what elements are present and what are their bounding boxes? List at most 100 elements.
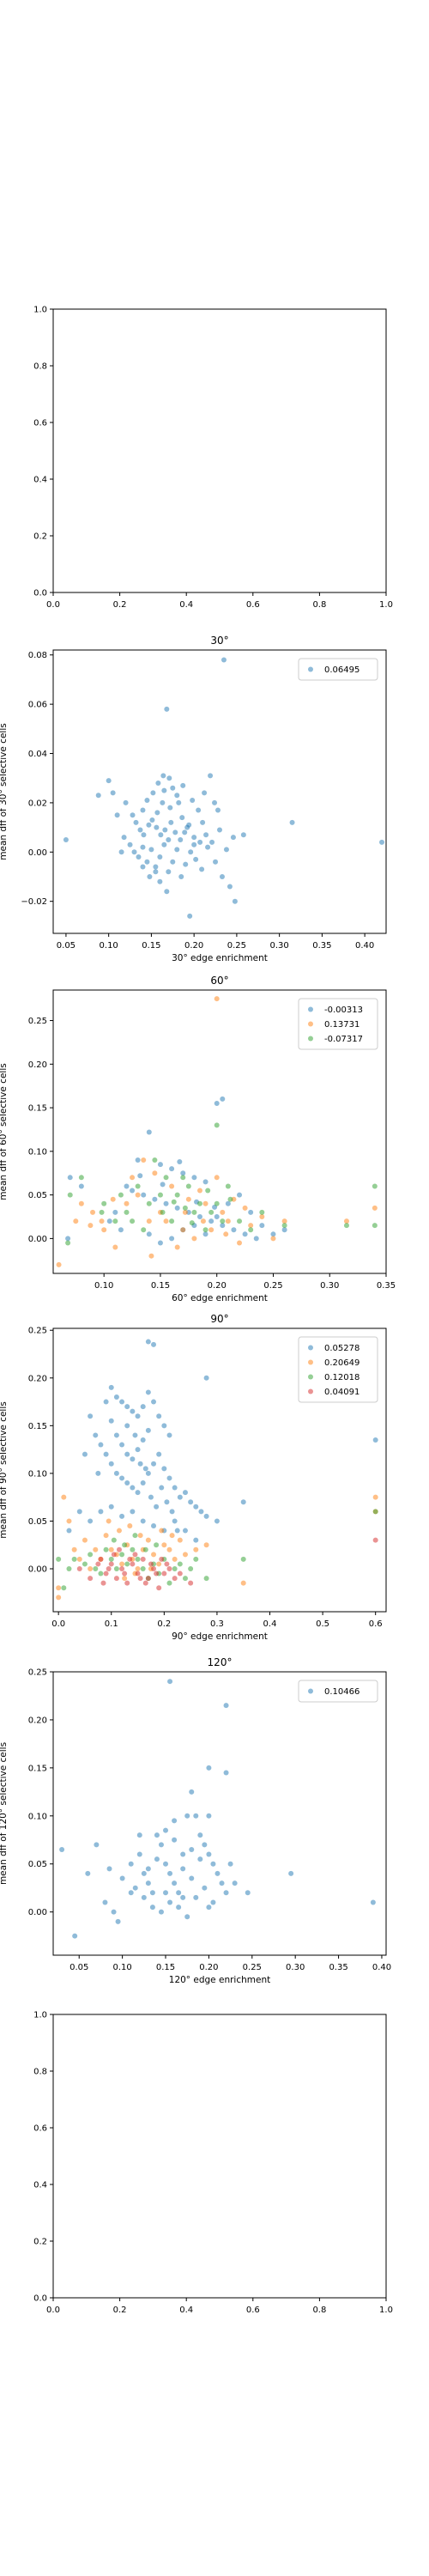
data-point: [56, 1595, 62, 1601]
data-point: [136, 1851, 142, 1857]
data-point: [240, 1499, 246, 1505]
data-point: [191, 1209, 197, 1215]
data-point: [119, 1875, 125, 1881]
series-3: [65, 1122, 378, 1246]
data-point: [182, 1576, 188, 1582]
data-point: [113, 1470, 119, 1476]
x-axis-label: 90° edge enrichment: [172, 1631, 268, 1642]
data-point: [115, 1918, 121, 1924]
data-point: [185, 1196, 191, 1202]
y-tick-label: 0.20: [28, 1374, 47, 1383]
data-point: [128, 1890, 134, 1896]
data-point: [178, 836, 184, 842]
data-point: [135, 1566, 141, 1571]
data-point: [144, 859, 150, 865]
data-point: [85, 1870, 91, 1876]
axes-frame: [52, 2014, 387, 2299]
data-point: [146, 1200, 152, 1206]
x-tick-label: 0.4: [179, 600, 193, 610]
data-point: [172, 1818, 178, 1824]
data-point: [214, 1200, 220, 1206]
data-point: [112, 1244, 118, 1250]
data-point: [202, 1842, 208, 1848]
data-point: [135, 1490, 141, 1496]
x-tick-label: 0.15: [156, 1963, 175, 1972]
legend-marker: [308, 666, 313, 672]
data-point: [197, 1832, 203, 1838]
data-point: [113, 1576, 119, 1582]
data-point: [193, 1556, 199, 1562]
data-point: [174, 793, 180, 799]
series-3: [56, 1509, 378, 1591]
data-point: [343, 1218, 349, 1224]
data-point: [156, 1561, 162, 1567]
y-axis-label: mean dff of 30° selective cells: [0, 723, 9, 860]
data-point: [208, 1227, 214, 1233]
x-tick-label: 0.4: [179, 2306, 193, 2315]
data-point: [76, 1566, 82, 1571]
data-point: [174, 847, 180, 853]
data-point: [225, 1200, 231, 1206]
data-point: [108, 1461, 114, 1467]
data-point: [108, 1556, 114, 1562]
data-point: [163, 1890, 169, 1896]
data-point: [132, 1432, 138, 1438]
data-point: [137, 1173, 143, 1179]
data-point: [111, 1537, 117, 1543]
data-point: [237, 1192, 243, 1198]
legend: 0.10466: [298, 1680, 378, 1703]
data-point: [127, 1556, 133, 1562]
data-point: [172, 1837, 178, 1843]
data-point: [202, 1200, 208, 1206]
data-point: [372, 1537, 378, 1543]
x-tick-label: 0.8: [312, 600, 326, 610]
data-point: [172, 1518, 178, 1524]
data-point: [372, 1437, 378, 1443]
data-point: [127, 1523, 133, 1528]
data-point: [149, 1890, 155, 1896]
data-point: [171, 1199, 177, 1205]
data-point: [148, 847, 154, 853]
data-point: [214, 1122, 220, 1128]
data-point: [217, 827, 222, 833]
y-axis-label: mean dff of 60° selective cells: [0, 1063, 9, 1200]
legend-marker: [308, 1688, 313, 1694]
data-point: [158, 1909, 164, 1915]
data-point: [161, 1466, 167, 1472]
data-point: [259, 1223, 265, 1229]
y-tick-label: 0.10: [28, 1469, 47, 1479]
data-point: [232, 1880, 238, 1886]
data-point: [163, 1827, 169, 1833]
data-point: [154, 1504, 160, 1510]
data-point: [106, 1518, 112, 1524]
data-point: [157, 878, 163, 884]
data-point: [205, 844, 211, 850]
x-tick-label: 0.25: [243, 1963, 262, 1972]
x-axis-label: 30° edge enrichment: [172, 953, 268, 963]
data-point: [124, 1480, 130, 1485]
data-point: [157, 1192, 163, 1198]
x-tick-label: 0.6: [369, 1619, 383, 1629]
data-point: [102, 1899, 108, 1905]
y-tick-label: 0.00: [28, 1908, 47, 1917]
data-point: [145, 1866, 151, 1872]
data-point: [190, 798, 196, 804]
data-point: [152, 1170, 158, 1176]
data-point: [196, 1214, 202, 1219]
data-point: [183, 861, 189, 867]
y-tick-label: 0.05: [28, 1517, 47, 1527]
data-point: [202, 1231, 208, 1237]
data-point: [140, 1437, 146, 1443]
data-point: [103, 1533, 109, 1539]
data-point: [66, 1518, 72, 1524]
data-point: [154, 1832, 160, 1838]
data-point: [106, 778, 112, 784]
data-point: [206, 1765, 212, 1771]
x-tick-label: 0.15: [142, 941, 160, 951]
scatter-panel-5: 0.05 0.10 0.15 0.20 0.25 0.30 0.35 0.40 0.00 0.05…: [0, 1656, 391, 1985]
data-point: [65, 1240, 71, 1246]
data-point: [214, 1101, 220, 1106]
data-point: [140, 1556, 146, 1562]
y-tick-label: 0.4: [33, 476, 47, 485]
data-point: [248, 1209, 254, 1215]
